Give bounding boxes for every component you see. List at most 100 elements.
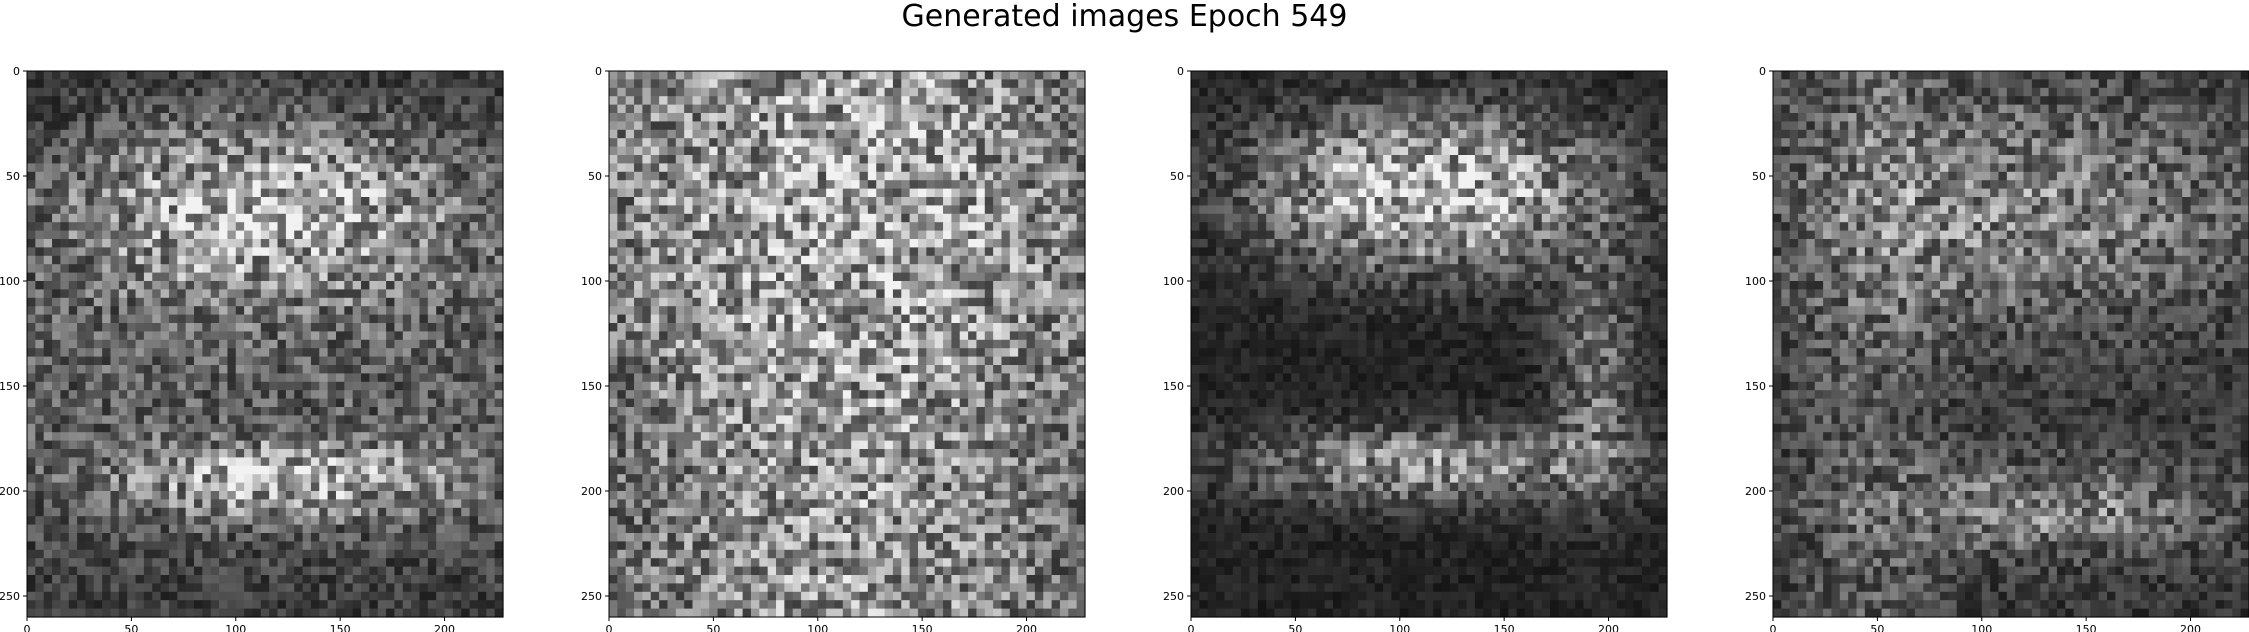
- image-panel-4: 0 50 100 150 200 0 50 100 150 200 250: [1745, 65, 2249, 632]
- x-tick: 200: [434, 617, 455, 632]
- x-tick-label: 0: [1770, 623, 1777, 632]
- y-tick-label: 200: [0, 485, 20, 498]
- y-tick-label: 250: [0, 590, 20, 603]
- y-tick: 150: [0, 380, 27, 393]
- image-panel-3: 0 50 100 150 200 0 50 100 150 200 250: [1163, 65, 1668, 632]
- y-tick: 0: [595, 65, 609, 78]
- x-tick: 50: [1870, 617, 1884, 632]
- x-tick: 0: [1770, 617, 1777, 632]
- x-tick-label: 50: [1288, 623, 1302, 632]
- x-tick: 150: [2076, 617, 2097, 632]
- y-tick: 200: [1163, 485, 1191, 498]
- x-tick: 0: [1188, 617, 1195, 632]
- y-tick-label: 200: [581, 485, 602, 498]
- y-tick-label: 50: [588, 170, 602, 183]
- image-panel-2: 0 50 100 150 200 0 50 100 150 200 250: [581, 65, 1086, 632]
- y-tick: 250: [1163, 590, 1191, 603]
- image-panel-1: 0 50 100 150 200 0 50 100 150 200 250: [0, 65, 504, 632]
- axes-frame: [26, 70, 504, 618]
- x-tick-label: 0: [606, 623, 613, 632]
- x-tick-label: 100: [807, 623, 828, 632]
- x-tick-label: 150: [1494, 623, 1515, 632]
- x-tick-label: 150: [330, 623, 351, 632]
- x-tick-label: 200: [2180, 623, 2201, 632]
- x-tick: 100: [1971, 617, 1992, 632]
- y-tick-label: 150: [1163, 380, 1184, 393]
- x-tick-label: 150: [912, 623, 933, 632]
- y-tick-label: 250: [1163, 590, 1184, 603]
- x-tick: 200: [2180, 617, 2201, 632]
- x-tick: 200: [1016, 617, 1037, 632]
- y-tick: 0: [1759, 65, 1773, 78]
- y-tick: 200: [0, 485, 27, 498]
- x-tick: 100: [1389, 617, 1410, 632]
- x-tick-label: 100: [225, 623, 246, 632]
- image-pixels: [1773, 71, 2249, 618]
- x-tick-label: 200: [1016, 623, 1037, 632]
- y-tick-label: 150: [581, 380, 602, 393]
- y-tick: 250: [0, 590, 27, 603]
- y-tick-label: 0: [1177, 65, 1184, 78]
- y-tick-label: 50: [6, 170, 20, 183]
- image-pixels: [609, 71, 1086, 618]
- x-tick: 150: [330, 617, 351, 632]
- y-tick: 100: [0, 275, 27, 288]
- y-tick: 250: [1745, 590, 1773, 603]
- x-tick: 0: [24, 617, 31, 632]
- y-tick-label: 200: [1745, 485, 1766, 498]
- axes-frame: [1190, 70, 1668, 618]
- y-tick-label: 100: [0, 275, 20, 288]
- y-tick: 200: [581, 485, 609, 498]
- x-tick-label: 100: [1971, 623, 1992, 632]
- y-tick-label: 100: [1163, 275, 1184, 288]
- x-tick: 0: [606, 617, 613, 632]
- y-tick: 0: [1177, 65, 1191, 78]
- y-tick-label: 50: [1170, 170, 1184, 183]
- y-tick: 50: [1752, 170, 1773, 183]
- x-tick-label: 50: [1870, 623, 1884, 632]
- x-tick-label: 0: [24, 623, 31, 632]
- y-tick: 200: [1745, 485, 1773, 498]
- x-tick-label: 100: [1389, 623, 1410, 632]
- y-tick-label: 150: [1745, 380, 1766, 393]
- x-tick: 100: [807, 617, 828, 632]
- y-tick: 50: [588, 170, 609, 183]
- x-tick: 200: [1598, 617, 1619, 632]
- x-tick: 100: [225, 617, 246, 632]
- x-tick: 50: [124, 617, 138, 632]
- axes-frame: [608, 70, 1086, 618]
- axes-frame: [1772, 70, 2249, 618]
- x-tick: 50: [706, 617, 720, 632]
- x-tick-label: 50: [124, 623, 138, 632]
- y-tick: 50: [6, 170, 27, 183]
- x-tick-label: 0: [1188, 623, 1195, 632]
- y-tick: 50: [1170, 170, 1191, 183]
- image-pixels: [1191, 71, 1668, 618]
- y-tick-label: 0: [13, 65, 20, 78]
- y-tick: 250: [581, 590, 609, 603]
- y-tick-label: 100: [1745, 275, 1766, 288]
- y-tick-label: 200: [1163, 485, 1184, 498]
- figure-title: Generated images Epoch 549: [901, 0, 1348, 34]
- x-tick: 150: [1494, 617, 1515, 632]
- y-tick: 150: [581, 380, 609, 393]
- x-tick-label: 200: [434, 623, 455, 632]
- y-tick-label: 150: [0, 380, 20, 393]
- y-tick-label: 0: [1759, 65, 1766, 78]
- y-tick: 150: [1745, 380, 1773, 393]
- y-tick-label: 100: [581, 275, 602, 288]
- x-tick: 50: [1288, 617, 1302, 632]
- x-tick-label: 150: [2076, 623, 2097, 632]
- y-tick: 100: [1745, 275, 1773, 288]
- x-tick-label: 200: [1598, 623, 1619, 632]
- y-tick: 100: [1163, 275, 1191, 288]
- y-tick-label: 50: [1752, 170, 1766, 183]
- y-tick-label: 250: [581, 590, 602, 603]
- y-tick-label: 0: [595, 65, 602, 78]
- y-tick: 150: [1163, 380, 1191, 393]
- x-tick-label: 50: [706, 623, 720, 632]
- x-tick: 150: [912, 617, 933, 632]
- image-pixels: [27, 71, 504, 618]
- y-tick: 100: [581, 275, 609, 288]
